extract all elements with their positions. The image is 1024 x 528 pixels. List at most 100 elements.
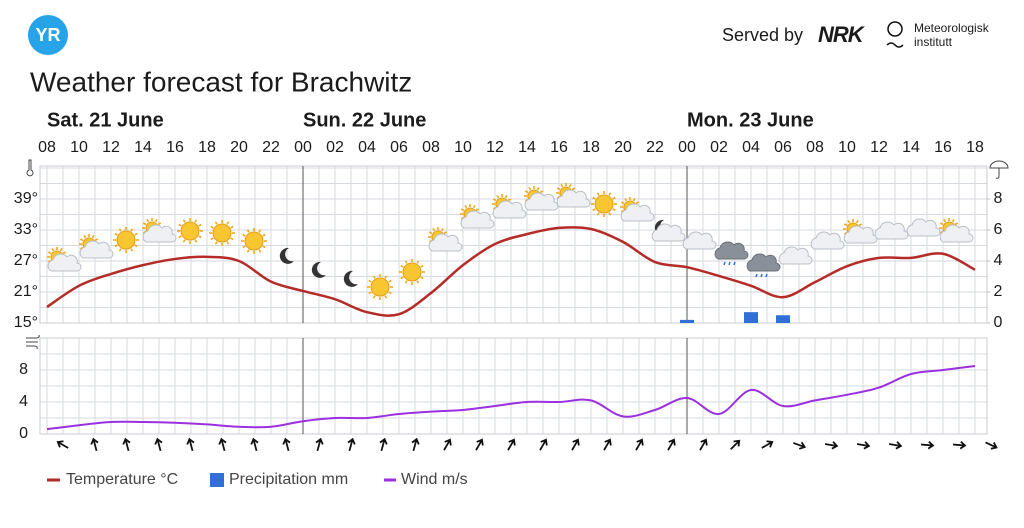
wind-arrow <box>122 437 131 452</box>
x-tick-label: 16 <box>550 139 568 156</box>
x-tick-label: 02 <box>326 139 344 156</box>
weather-symbol <box>399 259 425 285</box>
sun-ray <box>612 208 616 212</box>
weather-symbol <box>682 231 717 250</box>
weather-symbol <box>113 227 139 253</box>
sun-ray <box>91 234 95 239</box>
sun-ray <box>368 279 372 283</box>
sun-ray <box>384 275 388 279</box>
sun-ray <box>596 192 600 196</box>
sun-ray <box>83 234 87 239</box>
arrow-shape <box>952 440 967 450</box>
sun-ray <box>118 248 122 252</box>
weather-symbol <box>279 247 294 264</box>
arrow-shape <box>154 437 163 452</box>
wind-arrow <box>507 438 516 451</box>
weather-symbol <box>311 261 326 278</box>
raindrop <box>733 261 736 266</box>
arrow-shape <box>888 441 903 450</box>
yr-logo[interactable] <box>28 15 68 55</box>
sun-ray <box>262 245 266 249</box>
cloud <box>460 210 495 229</box>
sun-ray <box>114 232 118 236</box>
x-tick-label: 08 <box>38 139 56 156</box>
cloud <box>682 231 717 250</box>
sun-ray <box>536 186 540 191</box>
y2-tick-label: 6 <box>994 221 1003 238</box>
sun-ray <box>420 276 424 280</box>
sun-ray <box>492 198 497 202</box>
sun-ray <box>142 222 147 226</box>
weather-symbol <box>177 218 203 244</box>
plot-frame <box>39 165 988 324</box>
sun-ray <box>843 223 848 227</box>
x-tick-label: 10 <box>838 139 856 156</box>
y2-tick-label: 2 <box>994 283 1003 300</box>
weather-symbol <box>810 231 845 250</box>
sun-disc <box>116 230 136 250</box>
x-tick-label: 14 <box>902 139 920 156</box>
cloud <box>778 246 813 265</box>
sun-ray <box>198 235 202 239</box>
wind-tick-label: 8 <box>19 361 28 378</box>
arrow-shape <box>507 438 516 451</box>
sun-ray <box>372 275 376 279</box>
sun-ray <box>951 218 955 223</box>
weather-symbol <box>241 228 267 254</box>
sun-ray <box>214 241 218 245</box>
sun-ray <box>194 219 198 223</box>
wind-arrow <box>603 438 612 451</box>
arrow-shape <box>539 438 548 451</box>
arrow-shape <box>635 438 644 451</box>
sun-ray <box>571 187 576 191</box>
y-tick-label: 39° <box>14 190 38 207</box>
y2-tick-label: 8 <box>994 190 1003 207</box>
x-tick-label: 04 <box>742 139 760 156</box>
sun-ray <box>210 237 214 241</box>
served-by: Served by <box>722 25 803 45</box>
moon <box>311 261 326 278</box>
x-tick-label: 12 <box>102 139 120 156</box>
legend-label: Precipitation mm <box>229 471 348 488</box>
cloud <box>492 200 527 219</box>
sun-ray <box>608 192 612 196</box>
sun-ray <box>157 222 162 226</box>
x-tick-label: 06 <box>774 139 792 156</box>
arrow-shape <box>761 440 774 449</box>
sun-ray <box>475 208 480 212</box>
cloud <box>79 240 114 259</box>
wind-arrow <box>186 437 195 452</box>
cloud <box>810 231 845 250</box>
sun-ray <box>79 238 84 242</box>
met-text: Meteorologisk <box>914 21 990 35</box>
cloud <box>874 221 909 240</box>
sun-ray <box>258 249 262 253</box>
sun-ray <box>226 221 230 225</box>
arrow-shape <box>730 439 741 450</box>
arrow-shape <box>985 441 998 450</box>
cloud <box>746 253 781 272</box>
cloud <box>47 253 82 272</box>
sun-ray <box>404 260 408 264</box>
arrow-shape <box>282 437 291 452</box>
sun-disc <box>402 262 422 282</box>
x-tick-label: 22 <box>262 139 280 156</box>
sun-ray <box>440 227 444 232</box>
x-tick-label: 18 <box>582 139 600 156</box>
weather-symbol <box>746 253 781 278</box>
precipitation-bar <box>776 315 790 323</box>
weather-symbol <box>874 221 909 240</box>
wind-arrow <box>920 440 935 450</box>
cloud <box>428 233 463 252</box>
sun-ray <box>420 264 424 268</box>
x-tick-label: 02 <box>710 139 728 156</box>
sun-ray <box>464 204 468 209</box>
wind-arrow <box>761 440 774 449</box>
sun-ray <box>568 183 572 188</box>
x-tick-label: 10 <box>454 139 472 156</box>
sun-ray <box>130 248 134 252</box>
weather-symbol <box>778 246 813 265</box>
wind-arrow <box>379 437 388 452</box>
chart-title: Weather forecast for Brachwitz <box>30 66 412 97</box>
